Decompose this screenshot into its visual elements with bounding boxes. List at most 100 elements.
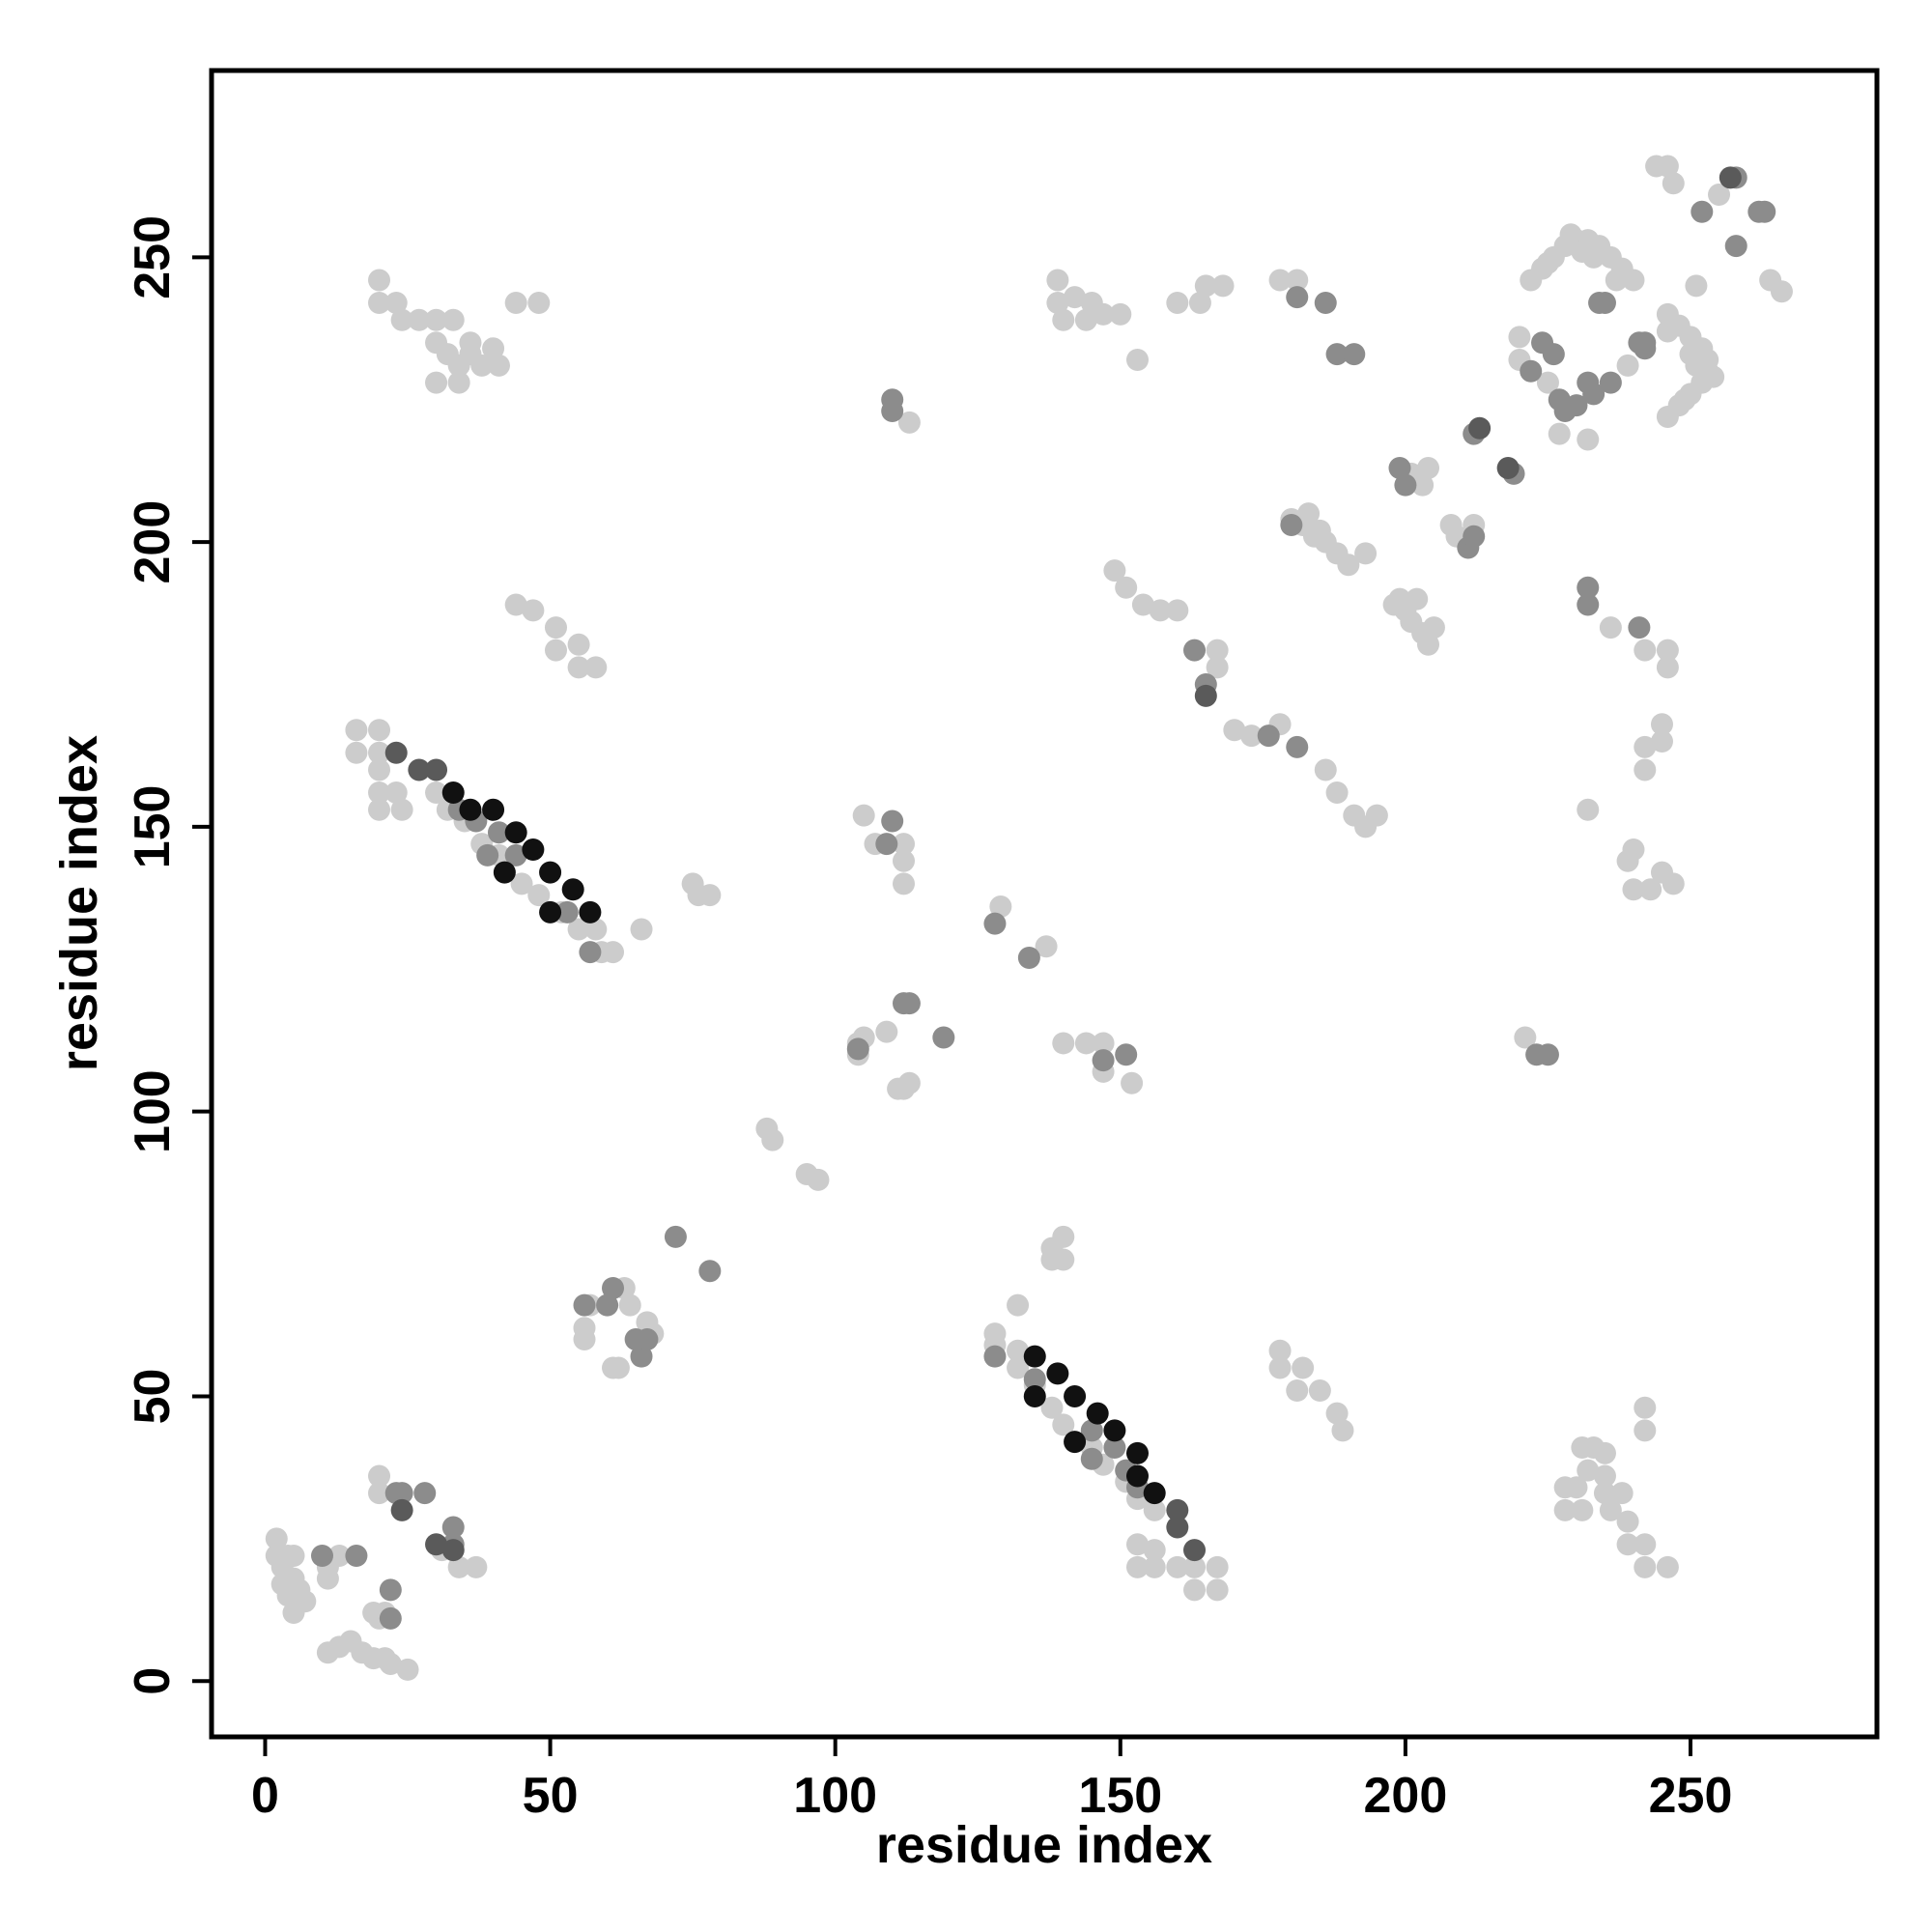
point xyxy=(408,758,431,781)
point xyxy=(1565,394,1588,417)
x-tick-label: 0 xyxy=(251,1768,279,1824)
point xyxy=(1308,519,1331,542)
point xyxy=(1023,1368,1046,1391)
point xyxy=(1616,1533,1639,1556)
point xyxy=(1542,343,1565,366)
point xyxy=(1394,473,1417,497)
point xyxy=(1046,1362,1069,1385)
point xyxy=(1325,1402,1349,1425)
point xyxy=(1143,1539,1166,1562)
point xyxy=(539,900,562,923)
point xyxy=(1280,513,1303,536)
point xyxy=(630,918,653,941)
point xyxy=(1206,1578,1229,1602)
point xyxy=(561,878,584,901)
point xyxy=(1634,639,1657,662)
point xyxy=(1149,599,1172,622)
point xyxy=(1064,286,1087,309)
point xyxy=(1577,798,1600,821)
point xyxy=(1103,1419,1126,1442)
point xyxy=(1702,365,1725,388)
point xyxy=(567,918,590,941)
point xyxy=(413,1482,437,1505)
point xyxy=(1131,593,1154,616)
point xyxy=(1548,422,1571,445)
point xyxy=(470,354,494,377)
point xyxy=(1103,559,1126,582)
point xyxy=(1577,1459,1600,1482)
point xyxy=(1092,302,1115,326)
point xyxy=(698,1260,722,1283)
point xyxy=(1325,343,1349,366)
point xyxy=(1593,292,1616,315)
point xyxy=(1052,1032,1075,1055)
x-tick-label: 50 xyxy=(523,1768,579,1824)
x-tick-label: 100 xyxy=(793,1768,877,1824)
point xyxy=(846,1037,869,1061)
point xyxy=(441,308,465,331)
point xyxy=(1571,1498,1594,1521)
point xyxy=(265,1527,288,1550)
point xyxy=(1571,1436,1594,1460)
point xyxy=(425,781,448,805)
point xyxy=(1639,878,1662,901)
point xyxy=(584,918,608,941)
point xyxy=(1125,1555,1149,1578)
point xyxy=(1143,1498,1166,1521)
point xyxy=(1656,639,1679,662)
point xyxy=(579,900,602,923)
point xyxy=(1520,359,1543,383)
point xyxy=(368,798,391,821)
point xyxy=(1599,616,1622,639)
point xyxy=(1292,1356,1315,1379)
point xyxy=(345,1545,368,1568)
point xyxy=(368,741,391,764)
point xyxy=(1593,1441,1616,1464)
point xyxy=(294,1590,317,1613)
point xyxy=(368,292,391,315)
point xyxy=(390,308,413,331)
point xyxy=(1685,274,1708,298)
point xyxy=(1634,1396,1657,1419)
point xyxy=(384,292,408,315)
point xyxy=(1565,1476,1588,1499)
point xyxy=(1194,274,1217,298)
point xyxy=(1577,593,1600,616)
point xyxy=(368,719,391,742)
point xyxy=(989,895,1012,918)
point xyxy=(1656,320,1679,343)
point xyxy=(1622,838,1645,861)
point xyxy=(1017,947,1040,970)
point xyxy=(384,781,408,805)
point xyxy=(1188,292,1211,315)
point xyxy=(1052,1225,1075,1248)
point xyxy=(1508,326,1531,349)
point xyxy=(425,308,448,331)
point xyxy=(1514,1026,1537,1049)
point xyxy=(544,616,567,639)
point xyxy=(1074,1032,1097,1055)
y-axis-label: residue index xyxy=(50,735,108,1071)
point xyxy=(1286,735,1309,758)
point xyxy=(1468,416,1492,440)
point xyxy=(1417,457,1440,480)
point xyxy=(983,912,1007,935)
point xyxy=(1354,542,1378,565)
point xyxy=(447,371,470,394)
point xyxy=(1115,576,1138,599)
point xyxy=(1650,713,1673,736)
y-tick-label: 150 xyxy=(125,785,181,869)
point xyxy=(1183,1578,1207,1602)
point xyxy=(1662,172,1685,195)
point xyxy=(345,719,368,742)
point xyxy=(522,599,545,622)
point xyxy=(1616,1510,1639,1533)
point xyxy=(510,872,533,895)
point xyxy=(1007,1356,1030,1379)
point xyxy=(345,741,368,764)
point xyxy=(893,872,916,895)
point xyxy=(1577,576,1600,599)
point xyxy=(881,400,904,423)
point xyxy=(584,656,608,679)
